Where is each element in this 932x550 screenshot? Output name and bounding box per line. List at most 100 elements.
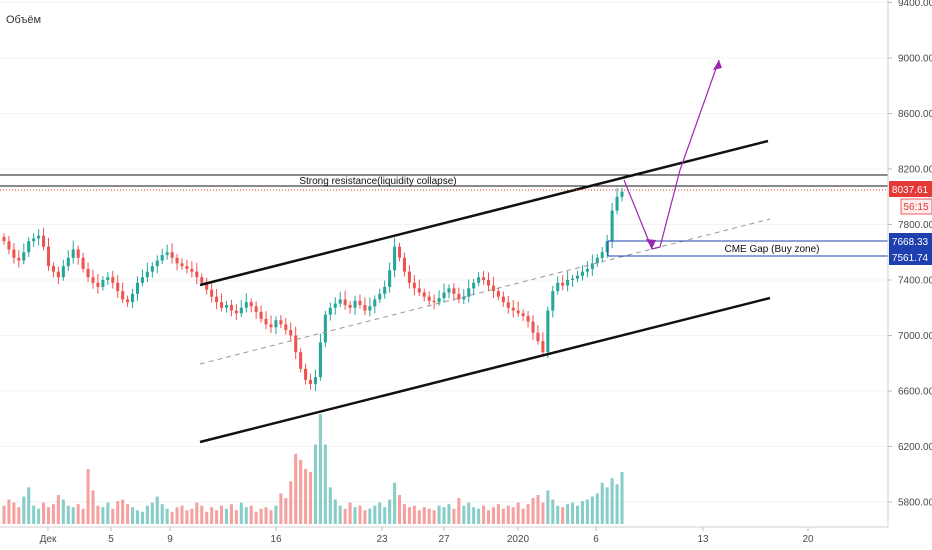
volume-bar (135, 510, 140, 524)
candle (397, 246, 402, 258)
price-axis[interactable]: 9400.00 9000.00 8600.00 8200.00 7800.00 7400.… (888, 0, 932, 509)
candle (447, 288, 451, 293)
volume-bar (447, 504, 451, 524)
volume-bar (160, 504, 164, 524)
volume-bar (620, 472, 624, 524)
candle (516, 310, 520, 314)
volume-bar (46, 507, 51, 524)
candle (140, 277, 144, 283)
volume-bar (249, 505, 253, 524)
volume-bar (368, 508, 372, 524)
candle (22, 252, 26, 261)
volume-bar (145, 505, 149, 524)
candle (526, 316, 530, 322)
volume-bar (546, 490, 550, 524)
volume-bar (66, 505, 70, 524)
candle (284, 324, 288, 330)
candle (46, 246, 51, 267)
volume-bar (185, 510, 189, 524)
volume-bar (215, 510, 219, 524)
volume-bar (86, 469, 90, 524)
cme-gap-upper-tag (889, 233, 932, 249)
volume-bar (27, 487, 31, 524)
candle (96, 282, 100, 287)
candle (304, 368, 308, 380)
candle (353, 300, 357, 308)
volume-bar (294, 453, 298, 524)
volume-bar (56, 494, 60, 524)
candle (175, 257, 179, 264)
channel-median-line[interactable] (199, 218, 771, 365)
volume-bar (91, 490, 95, 524)
volume-bar (12, 502, 16, 524)
volume-bar (111, 508, 115, 524)
volume-bar (2, 505, 6, 524)
candle (343, 299, 347, 305)
candle (150, 266, 154, 272)
volume-panel-title: Объём (6, 14, 41, 26)
channel-upper-line[interactable] (199, 139, 769, 287)
candle (566, 280, 570, 286)
volume-bar (427, 508, 431, 524)
volume-bar (491, 507, 495, 524)
y-tick-label: 8600.00 (898, 109, 932, 120)
time-axis[interactable]: Дек 5 9 16 23 27 2020 6 13 20 (40, 527, 814, 545)
y-tick-label: 7400.00 (898, 276, 932, 287)
candle (91, 277, 95, 283)
candle (279, 320, 283, 325)
volume-bar (96, 505, 100, 524)
candle (12, 249, 16, 258)
candle (338, 299, 342, 304)
candle (467, 288, 471, 297)
candle (220, 302, 224, 308)
candle (482, 277, 486, 280)
volume-bar (353, 507, 357, 524)
candle (580, 271, 584, 276)
candle (575, 275, 580, 279)
candle (491, 285, 495, 292)
y-tick-label: 5800.00 (898, 498, 932, 509)
volume-bar (264, 507, 268, 524)
candle (378, 293, 382, 300)
volume-bar (195, 502, 199, 524)
candle (333, 303, 337, 308)
candle (116, 282, 120, 292)
candle (373, 299, 377, 307)
volume-bar (224, 508, 229, 524)
volume-bar (126, 504, 130, 524)
volume-bar (467, 502, 471, 524)
candle (605, 241, 609, 253)
volume-bar (269, 510, 273, 524)
volume-bar (101, 507, 105, 524)
channel-lower-line[interactable] (199, 296, 771, 444)
candle (437, 298, 441, 303)
candle (600, 252, 604, 258)
plot-area[interactable] (0, 0, 888, 527)
candle (42, 235, 46, 247)
candle (452, 288, 456, 294)
candle (249, 302, 253, 307)
countdown-tag (900, 198, 932, 215)
volume-bar (452, 508, 456, 524)
candle (51, 266, 55, 272)
candle (244, 302, 248, 308)
candle (308, 379, 313, 385)
projection-path[interactable] (623, 59, 720, 250)
x-tick-label: 20 (802, 534, 814, 545)
volume-bar (7, 499, 11, 524)
candle (121, 291, 125, 300)
volume-bar (412, 505, 416, 524)
candle (61, 266, 65, 278)
volume-bar (170, 511, 174, 524)
volume-bar (437, 505, 441, 524)
cme-gap-lower-tag (889, 249, 932, 265)
candle (126, 299, 130, 303)
cme-gap-upper-value: 7668.33 (892, 237, 929, 248)
candle (190, 268, 194, 272)
candle (590, 263, 594, 269)
volume-bar (205, 511, 209, 524)
candle (561, 282, 565, 286)
candle (511, 307, 515, 311)
volume-bar (121, 499, 125, 524)
